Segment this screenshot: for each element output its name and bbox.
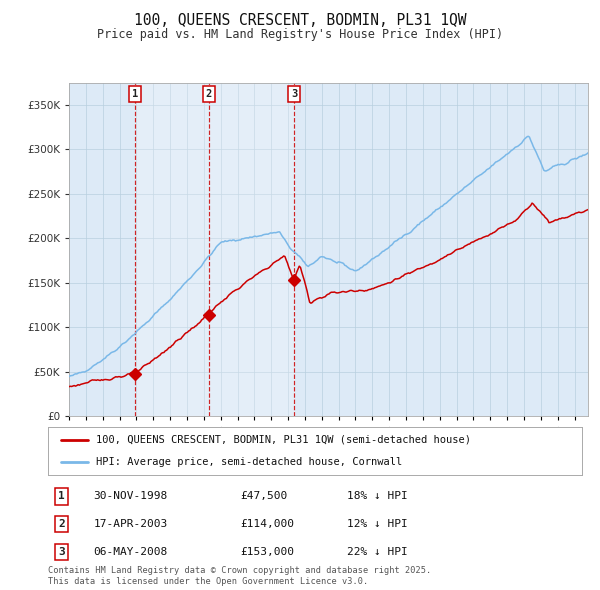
Text: 2: 2 <box>58 519 65 529</box>
Text: 3: 3 <box>58 547 65 557</box>
Text: 100, QUEENS CRESCENT, BODMIN, PL31 1QW (semi-detached house): 100, QUEENS CRESCENT, BODMIN, PL31 1QW (… <box>96 435 471 445</box>
Text: 18% ↓ HPI: 18% ↓ HPI <box>347 491 408 502</box>
Bar <box>135 83 294 416</box>
Text: 17-APR-2003: 17-APR-2003 <box>94 519 167 529</box>
Text: £47,500: £47,500 <box>240 491 287 502</box>
Text: 2: 2 <box>206 89 212 99</box>
Text: This data is licensed under the Open Government Licence v3.0.: This data is licensed under the Open Gov… <box>48 577 368 586</box>
Text: 100, QUEENS CRESCENT, BODMIN, PL31 1QW: 100, QUEENS CRESCENT, BODMIN, PL31 1QW <box>134 13 466 28</box>
Text: 1: 1 <box>58 491 65 502</box>
Text: £114,000: £114,000 <box>240 519 294 529</box>
Text: Contains HM Land Registry data © Crown copyright and database right 2025.: Contains HM Land Registry data © Crown c… <box>48 566 431 575</box>
Text: £153,000: £153,000 <box>240 547 294 557</box>
Text: Price paid vs. HM Land Registry's House Price Index (HPI): Price paid vs. HM Land Registry's House … <box>97 28 503 41</box>
Text: 06-MAY-2008: 06-MAY-2008 <box>94 547 167 557</box>
Text: HPI: Average price, semi-detached house, Cornwall: HPI: Average price, semi-detached house,… <box>96 457 403 467</box>
Text: 12% ↓ HPI: 12% ↓ HPI <box>347 519 408 529</box>
Text: 22% ↓ HPI: 22% ↓ HPI <box>347 547 408 557</box>
Text: 3: 3 <box>291 89 297 99</box>
Text: 1: 1 <box>132 89 138 99</box>
Text: 30-NOV-1998: 30-NOV-1998 <box>94 491 167 502</box>
